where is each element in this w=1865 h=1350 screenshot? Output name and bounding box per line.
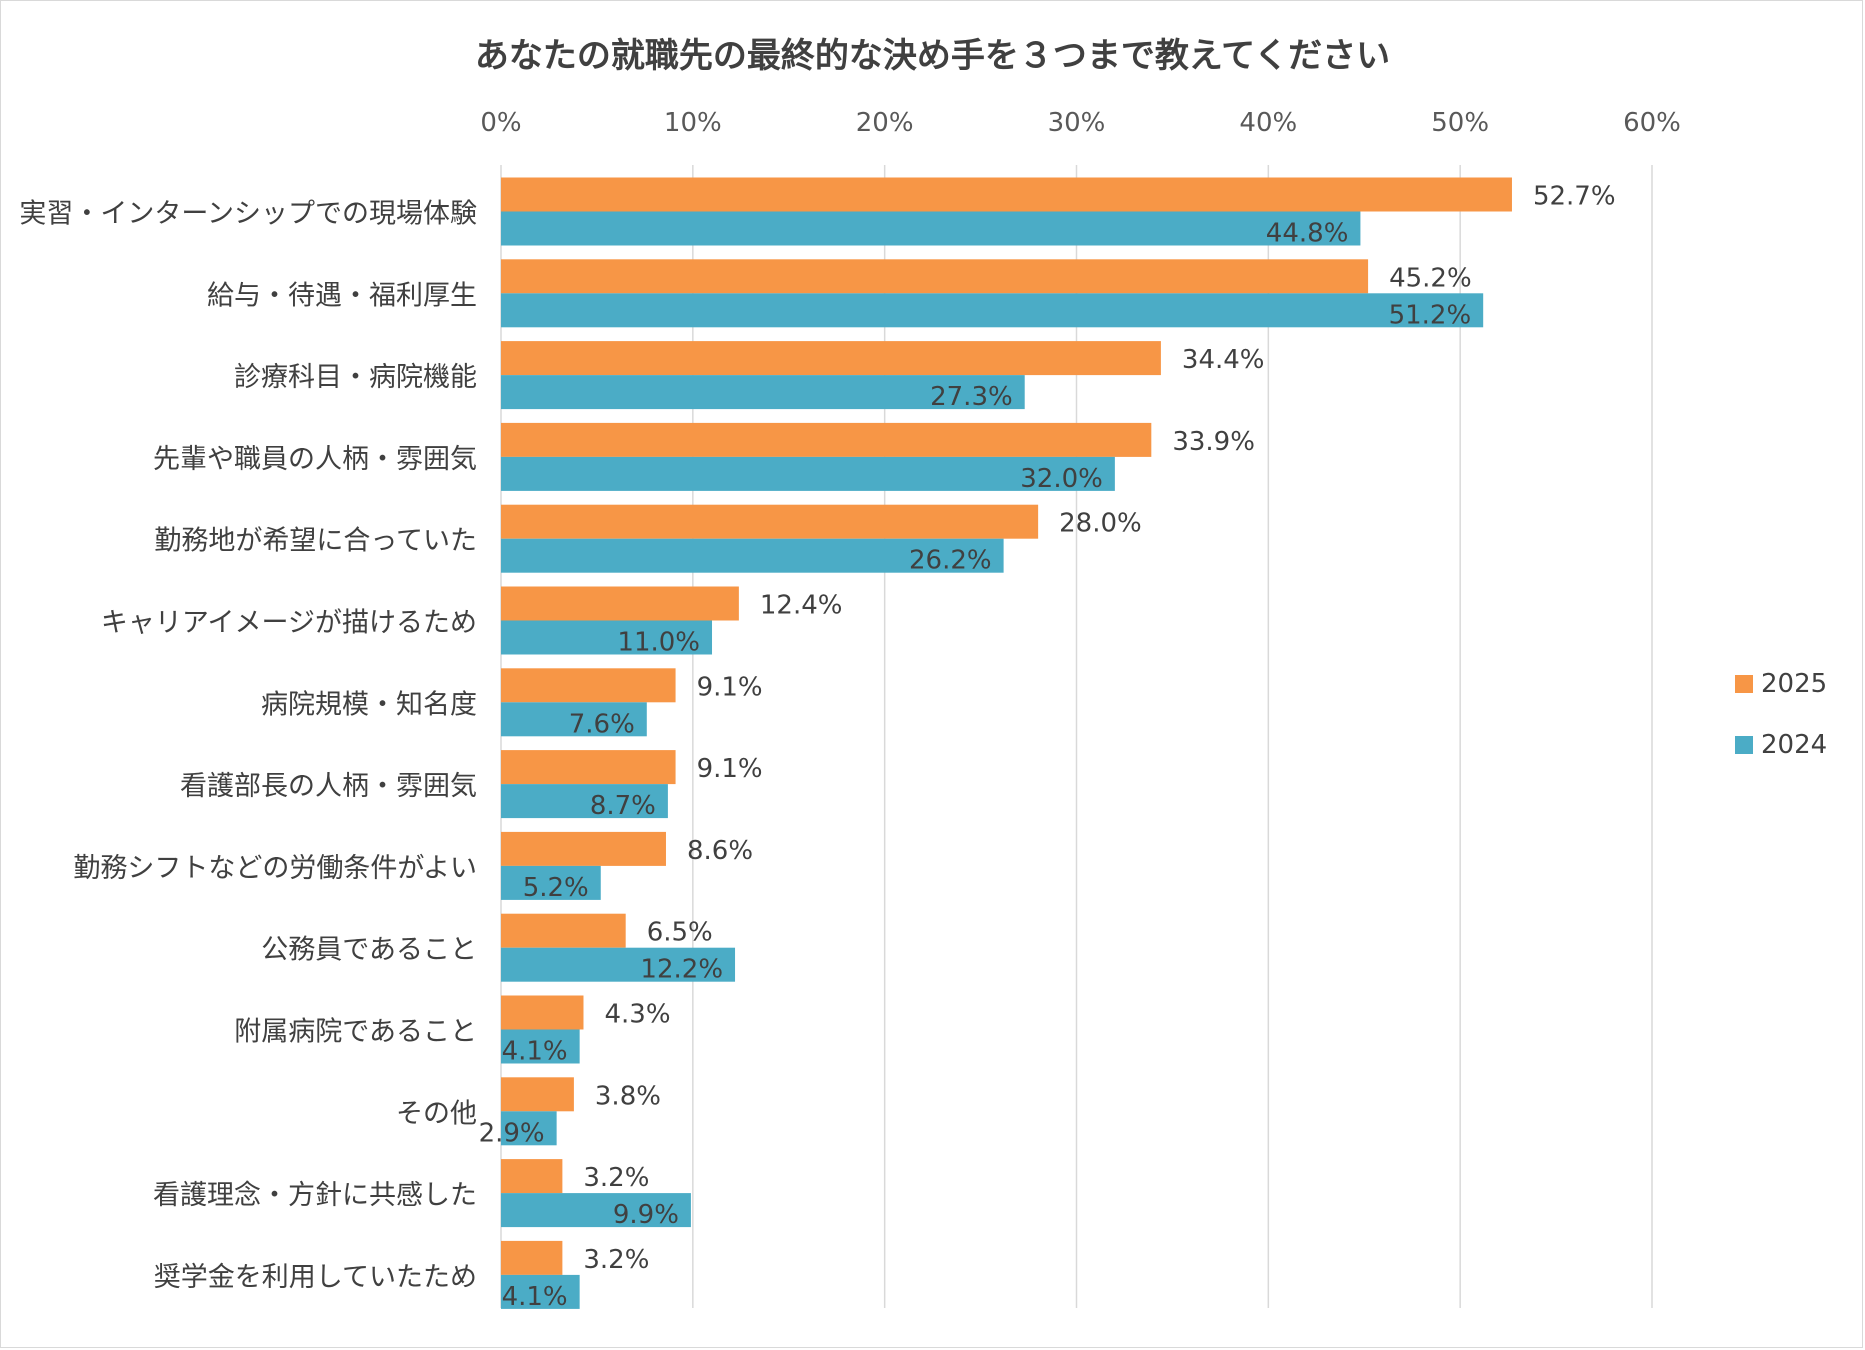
legend-label-2024: 2024 — [1761, 730, 1828, 760]
data-label-2025: 33.9% — [1172, 427, 1255, 457]
category-label: その他 — [396, 1098, 477, 1129]
bar-2025 — [501, 995, 584, 1030]
bar-2024 — [501, 1274, 580, 1309]
data-label-2025: 3.2% — [583, 1245, 649, 1275]
x-tick-label: 50% — [1431, 108, 1489, 138]
category-label: 病院規模・知名度 — [261, 689, 477, 720]
legend-item-2025: 2025 — [1735, 666, 1827, 702]
data-label-2024: 8.7% — [590, 791, 656, 821]
bar-2024 — [501, 1029, 580, 1064]
data-label-2024: 27.3% — [930, 382, 1013, 412]
x-tick-label: 60% — [1623, 108, 1681, 138]
bar-2025 — [501, 422, 1152, 457]
legend-swatch-2024 — [1735, 736, 1753, 754]
data-label-2024: 4.1% — [502, 1037, 568, 1067]
bar-2024 — [501, 865, 601, 900]
category-label: 診療科目・病院機能 — [234, 362, 477, 393]
data-label-2024: 26.2% — [909, 546, 992, 576]
category-label: 実習・インターンシップでの現場体験 — [19, 199, 477, 230]
data-label-2024: 12.2% — [640, 955, 723, 985]
data-label-2025: 4.3% — [604, 1000, 670, 1030]
bar-2025 — [501, 913, 626, 948]
data-label-2025: 52.7% — [1533, 182, 1616, 212]
category-label: 奨学金を利用していたため — [154, 1262, 477, 1293]
data-label-2024: 32.0% — [1020, 464, 1103, 494]
bar-2025 — [501, 259, 1369, 294]
x-tick-label: 10% — [664, 108, 722, 138]
chart-title: あなたの就職先の最終的な決め手を３つまで教えてください — [474, 36, 1391, 76]
category-label: 勤務地が希望に合っていた — [154, 526, 477, 557]
category-label: キャリアイメージが描けるため — [101, 608, 477, 639]
data-label-2025: 12.4% — [760, 591, 843, 621]
bar-2024 — [501, 702, 647, 737]
bar-2025 — [501, 831, 666, 866]
bar-2024 — [501, 375, 1025, 410]
category-label: 給与・待遇・福利厚生 — [207, 280, 477, 311]
bar-2024 — [501, 293, 1484, 328]
x-tick-label: 40% — [1239, 108, 1297, 138]
legend-swatch-2025 — [1735, 675, 1753, 693]
bar-2024 — [501, 211, 1361, 246]
category-label: 勤務シフトなどの労働条件がよい — [73, 853, 477, 884]
bar-2025 — [501, 1159, 563, 1194]
x-tick-label: 30% — [1048, 108, 1106, 138]
data-label-2025: 3.2% — [583, 1163, 649, 1193]
bar-2024 — [501, 1111, 557, 1146]
data-label-2024: 51.2% — [1389, 300, 1472, 330]
data-label-2024: 9.9% — [613, 1200, 679, 1230]
bar-2024 — [501, 620, 713, 655]
category-label: 公務員であること — [261, 935, 477, 966]
data-label-2025: 34.4% — [1182, 345, 1265, 375]
bar-2025 — [501, 1077, 574, 1112]
data-label-2024: 44.8% — [1266, 219, 1349, 249]
bar-2025 — [501, 586, 739, 621]
data-label-2024: 2.9% — [479, 1118, 545, 1148]
legend: 2025 2024 — [1735, 666, 1827, 788]
data-label-2025: 45.2% — [1389, 263, 1472, 293]
data-label-2025: 6.5% — [647, 918, 713, 948]
bar-2024 — [501, 947, 736, 982]
data-label-2025: 8.6% — [687, 836, 753, 866]
data-label-2024: 11.0% — [617, 628, 700, 658]
bar-2024 — [501, 538, 1004, 573]
bar-2025 — [501, 341, 1161, 376]
data-label-2025: 28.0% — [1059, 509, 1142, 539]
data-label-2025: 9.1% — [697, 672, 763, 702]
bar-2024 — [501, 784, 668, 819]
data-label-2024: 5.2% — [523, 873, 589, 903]
data-label-2024: 7.6% — [569, 709, 635, 739]
data-label-2024: 4.1% — [502, 1282, 568, 1312]
data-label-2025: 3.8% — [595, 1081, 661, 1111]
x-tick-label: 0% — [480, 108, 521, 138]
legend-item-2024: 2024 — [1735, 727, 1827, 763]
bar-2025 — [501, 750, 676, 785]
bar-2024 — [501, 456, 1115, 491]
category-label: 看護部長の人柄・雰囲気 — [180, 771, 477, 802]
bar-2025 — [501, 1240, 563, 1275]
bar-2025 — [501, 177, 1512, 212]
bar-2025 — [501, 504, 1039, 539]
category-label: 先輩や職員の人柄・雰囲気 — [153, 444, 477, 475]
x-tick-label: 20% — [856, 108, 914, 138]
data-label-2025: 9.1% — [697, 754, 763, 784]
bar-2024 — [501, 1193, 691, 1228]
category-label: 看護理念・方針に共感した — [153, 1180, 477, 1211]
category-label: 附属病院であること — [234, 1017, 477, 1048]
bar-2025 — [501, 668, 676, 703]
legend-label-2025: 2025 — [1761, 669, 1828, 699]
